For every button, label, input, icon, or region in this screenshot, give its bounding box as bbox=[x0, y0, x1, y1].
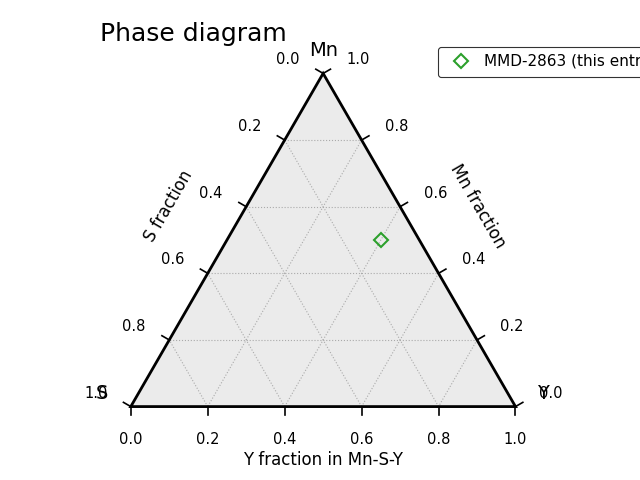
Text: 0.4: 0.4 bbox=[200, 186, 223, 201]
Text: 0.4: 0.4 bbox=[462, 252, 485, 267]
Text: 0.2: 0.2 bbox=[196, 432, 220, 447]
Text: S: S bbox=[95, 384, 108, 403]
Text: Mn fraction: Mn fraction bbox=[447, 161, 509, 252]
Text: 1.0: 1.0 bbox=[504, 432, 527, 447]
Text: 0.8: 0.8 bbox=[122, 319, 146, 334]
Polygon shape bbox=[131, 73, 515, 407]
Text: 1.0: 1.0 bbox=[84, 385, 108, 400]
Text: 0.8: 0.8 bbox=[385, 119, 408, 134]
Text: 0.6: 0.6 bbox=[350, 432, 373, 447]
Text: 0.4: 0.4 bbox=[273, 432, 296, 447]
Text: 1.0: 1.0 bbox=[347, 52, 370, 67]
Text: Phase diagram: Phase diagram bbox=[100, 23, 287, 47]
Text: 0.2: 0.2 bbox=[237, 119, 261, 134]
Text: S fraction: S fraction bbox=[141, 167, 196, 245]
Text: Y: Y bbox=[537, 384, 548, 403]
Text: 0.0: 0.0 bbox=[276, 52, 300, 67]
Text: 0.8: 0.8 bbox=[427, 432, 450, 447]
Text: Mn: Mn bbox=[308, 41, 338, 60]
Text: Y fraction in Mn-S-Y: Y fraction in Mn-S-Y bbox=[243, 451, 403, 469]
Text: 0.0: 0.0 bbox=[119, 432, 143, 447]
Text: 0.6: 0.6 bbox=[161, 252, 184, 267]
Legend: MMD-2863 (this entry): MMD-2863 (this entry) bbox=[438, 47, 640, 77]
Text: 0.0: 0.0 bbox=[539, 385, 563, 400]
Text: 0.2: 0.2 bbox=[500, 319, 524, 334]
Text: 0.6: 0.6 bbox=[424, 186, 447, 201]
